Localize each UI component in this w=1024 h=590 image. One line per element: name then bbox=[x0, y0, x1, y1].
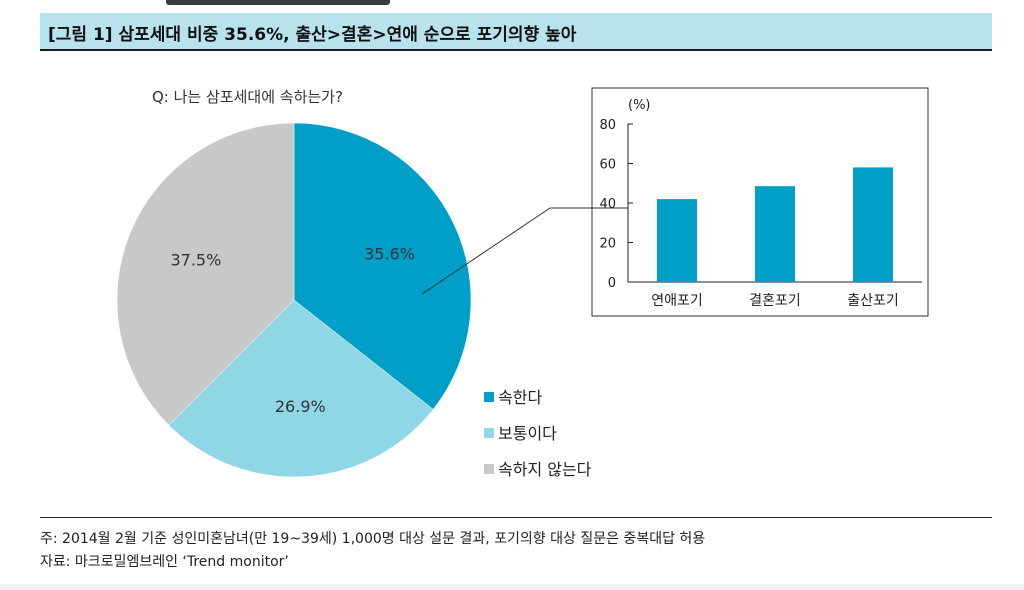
bar-category-label: 연애포기 bbox=[651, 293, 703, 309]
bar-y-axis-unit: (%) bbox=[628, 98, 651, 113]
bar-y-tick-label: 60 bbox=[599, 158, 616, 173]
legend-label-not-belong: 속하지 않는다 bbox=[498, 460, 592, 479]
legend-item-belong: 속한다 bbox=[484, 384, 542, 408]
legend-swatch-normal bbox=[484, 428, 494, 438]
bar-y-tick-label: 40 bbox=[599, 197, 616, 212]
legend-label-belong: 속한다 bbox=[498, 388, 543, 407]
legend-swatch-belong bbox=[484, 392, 494, 402]
top-tab[interactable] bbox=[166, 0, 390, 5]
legend-item-normal: 보통이다 bbox=[484, 420, 557, 444]
figure-title-bar: [그림 1] 삼포세대 비중 35.6%, 출산>결혼>연애 순으로 포기의향 … bbox=[40, 13, 992, 51]
footer-rule bbox=[40, 517, 992, 518]
pie-slice-normal bbox=[168, 299, 434, 478]
legend-swatch-not-belong bbox=[484, 464, 494, 474]
bottom-strip bbox=[0, 584, 1024, 590]
pie-label-belong: 35.6% bbox=[364, 245, 415, 264]
bar-category-label: 결혼포기 bbox=[749, 293, 801, 309]
callout-leader-line bbox=[421, 207, 551, 295]
top-strip bbox=[0, 0, 1024, 8]
bar-2 bbox=[755, 186, 795, 282]
bar-y-tick-label: 20 bbox=[599, 237, 616, 252]
footnote: 주: 2014월 2월 기준 성인미혼남녀(만 19~39세) 1,000명 대… bbox=[40, 531, 706, 547]
legend-label-normal: 보통이다 bbox=[498, 424, 557, 443]
bar-chart: 0 20 40 60 80 (%) 연애포기 결혼포기 출산포기 bbox=[599, 98, 922, 309]
legend-item-not-belong: 속하지 않는다 bbox=[484, 456, 591, 480]
bar-category-label: 출산포기 bbox=[847, 293, 899, 309]
figure-title: [그림 1] 삼포세대 비중 35.6%, 출산>결혼>연애 순으로 포기의향 … bbox=[48, 25, 577, 45]
source-note: 자료: 마크로밀엠브레인 ‘Trend monitor’ bbox=[40, 554, 289, 570]
pie-label-not-belong: 37.5% bbox=[170, 250, 221, 269]
pie-question: Q: 나는 삼포세대에 속하는가? bbox=[152, 88, 343, 106]
pie-slice-not-belong bbox=[116, 122, 295, 426]
pie-label-normal: 26.9% bbox=[275, 397, 326, 416]
bar-y-tick-label: 0 bbox=[608, 276, 616, 291]
bar-1 bbox=[657, 199, 697, 282]
bar-3 bbox=[853, 167, 893, 282]
bar-y-tick-label: 80 bbox=[599, 118, 616, 133]
pie-slice-belong bbox=[293, 122, 472, 410]
pie-chart: 35.6% 26.9% 37.5% bbox=[116, 122, 472, 478]
